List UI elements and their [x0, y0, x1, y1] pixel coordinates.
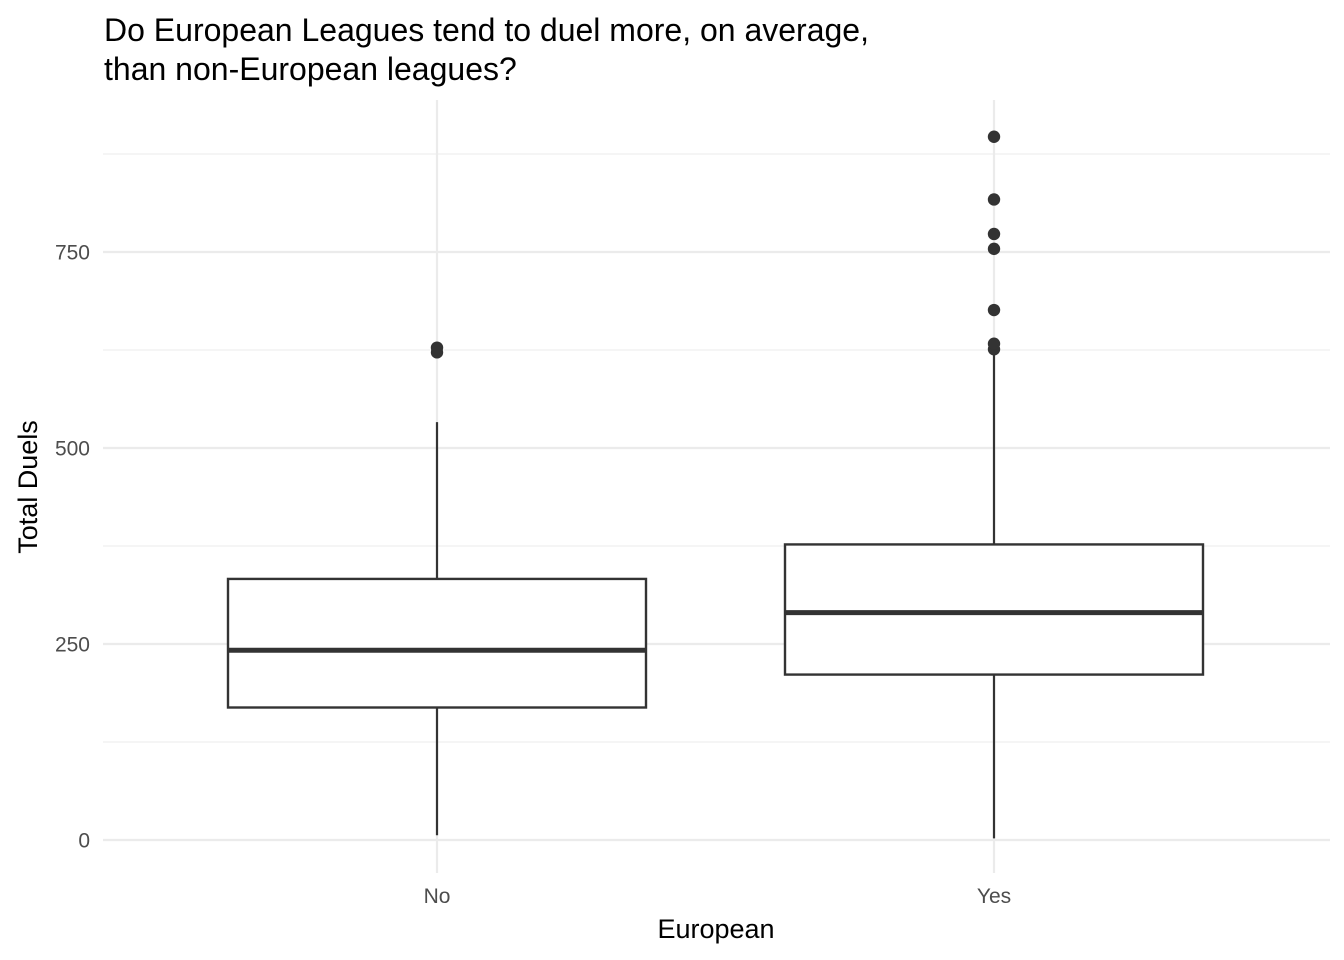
iqr-box	[783, 543, 1205, 676]
x-tick-label: Yes	[977, 885, 1011, 908]
box-yes	[783, 130, 1205, 839]
outlier-point	[987, 337, 1001, 350]
outlier-point	[987, 130, 1001, 143]
y-tick-label: 0	[78, 830, 90, 853]
chart-title-line: Do European Leagues tend to duel more, o…	[104, 12, 869, 48]
outlier-point	[987, 242, 1001, 256]
y-tick-label: 750	[55, 242, 90, 265]
y-tick-label: 250	[55, 634, 90, 657]
outlier-point	[987, 303, 1001, 317]
box-layer	[226, 130, 1205, 839]
outlier-point	[430, 341, 444, 354]
grid-layer	[103, 100, 1330, 873]
iqr-box	[226, 577, 648, 709]
x-axis-title: European	[657, 914, 774, 944]
x-tick-label: No	[424, 885, 451, 908]
box-no	[226, 341, 648, 836]
chart-title-line: than non-European leagues?	[104, 51, 517, 87]
chart-title: Do European Leagues tend to duel more, o…	[104, 12, 869, 87]
y-axis-title: Total Duels	[13, 420, 43, 554]
y-tick-label: 500	[55, 438, 90, 461]
outlier-point	[987, 193, 1001, 206]
outlier-point	[987, 227, 1001, 241]
title-layer: Do European Leagues tend to duel more, o…	[104, 12, 869, 87]
tick-layer: 0 250 500 750 No Yes	[55, 242, 1011, 909]
